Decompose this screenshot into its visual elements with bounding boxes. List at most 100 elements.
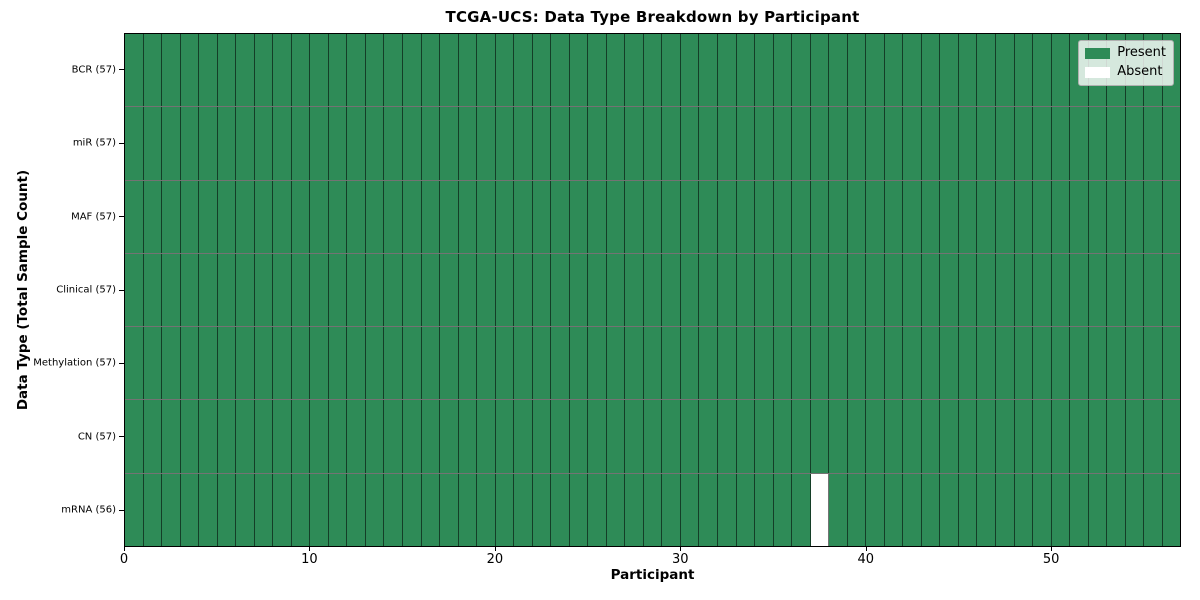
present-cell — [458, 107, 478, 180]
present-cell — [402, 327, 422, 400]
present-cell — [440, 107, 459, 180]
present-cell — [1033, 327, 1052, 400]
present-cell — [884, 34, 904, 107]
present-cell — [236, 327, 255, 400]
present-cell — [1125, 253, 1145, 327]
present-cell — [792, 107, 811, 180]
present-cell — [440, 400, 459, 473]
present-cell — [1088, 400, 1108, 473]
present-cell — [810, 400, 830, 473]
present-cell — [662, 107, 681, 180]
present-cell — [199, 180, 218, 253]
y-tick-mark — [119, 436, 124, 438]
present-cell — [643, 34, 663, 107]
present-cell — [1107, 253, 1126, 327]
x-axis-label: Participant — [610, 567, 695, 583]
present-cell — [1125, 327, 1145, 400]
present-cell — [143, 400, 163, 473]
y-tick-label: MAF (57) — [71, 211, 116, 223]
present-cell — [1051, 107, 1071, 180]
present-cell — [829, 473, 848, 546]
heatmap-row-MAF — [125, 180, 1181, 254]
present-cell — [236, 253, 255, 327]
present-cell — [1033, 107, 1052, 180]
present-cell — [829, 253, 848, 327]
present-cell — [199, 107, 218, 180]
heatmap-row-BCR — [125, 34, 1181, 108]
present-cell — [921, 180, 941, 253]
present-cell — [384, 253, 403, 327]
present-cell — [921, 253, 941, 327]
present-cell — [310, 180, 329, 253]
present-cell — [718, 107, 737, 180]
present-cell — [384, 180, 403, 253]
present-cell — [125, 327, 144, 400]
legend-item-present: Present — [1085, 45, 1166, 61]
present-cell — [421, 34, 441, 107]
heatmap-row-miR — [125, 107, 1181, 181]
present-cell — [347, 107, 366, 180]
present-cell — [699, 180, 718, 253]
present-cell — [736, 400, 756, 473]
present-cell — [440, 473, 459, 546]
present-cell — [254, 400, 274, 473]
present-cell — [1033, 253, 1052, 327]
present-cell — [792, 400, 811, 473]
present-cell — [588, 34, 607, 107]
present-cell — [458, 327, 478, 400]
present-cell — [588, 107, 607, 180]
present-cell — [977, 253, 996, 327]
present-cell — [606, 180, 626, 253]
present-cell — [291, 253, 311, 327]
present-cell — [773, 34, 793, 107]
y-tick-mark — [119, 69, 124, 71]
present-cell — [384, 34, 403, 107]
present-cell — [588, 400, 607, 473]
present-cell — [217, 327, 237, 400]
present-cell — [1014, 180, 1034, 253]
present-cell — [792, 253, 811, 327]
y-tick-label: Methylation (57) — [33, 357, 116, 369]
present-cell — [680, 253, 700, 327]
present-cell — [162, 180, 181, 253]
present-cell — [180, 34, 200, 107]
present-cell — [1162, 180, 1181, 253]
present-cell — [310, 400, 329, 473]
present-cell — [328, 180, 348, 253]
present-cell — [477, 400, 496, 473]
present-cell — [236, 34, 255, 107]
x-tick-mark — [865, 547, 867, 551]
y-tick-mark — [119, 142, 124, 144]
present-cell — [1088, 107, 1108, 180]
x-tick-mark — [124, 547, 125, 551]
legend-label-absent: Absent — [1117, 63, 1163, 79]
present-cell — [495, 180, 515, 253]
present-cell — [995, 253, 1015, 327]
present-cell — [1070, 107, 1089, 180]
present-cell — [903, 327, 922, 400]
present-cell — [199, 473, 218, 546]
present-cell — [755, 180, 774, 253]
present-cell — [736, 327, 756, 400]
present-cell — [1144, 400, 1163, 473]
y-tick-mark — [119, 362, 124, 364]
present-cell — [365, 34, 385, 107]
present-cell — [495, 253, 515, 327]
present-cell — [532, 473, 552, 546]
present-cell — [199, 400, 218, 473]
x-tick-mark — [309, 547, 311, 551]
present-cell — [921, 473, 941, 546]
present-cell — [977, 180, 996, 253]
present-cell — [1107, 107, 1126, 180]
present-cell — [1070, 473, 1089, 546]
present-cell — [1144, 180, 1163, 253]
present-cell — [217, 107, 237, 180]
present-cell — [162, 253, 181, 327]
present-cell — [977, 34, 996, 107]
present-cell — [606, 400, 626, 473]
present-cell — [977, 400, 996, 473]
present-cell — [958, 400, 978, 473]
present-cell — [718, 253, 737, 327]
present-cell — [643, 327, 663, 400]
present-cell — [940, 107, 959, 180]
